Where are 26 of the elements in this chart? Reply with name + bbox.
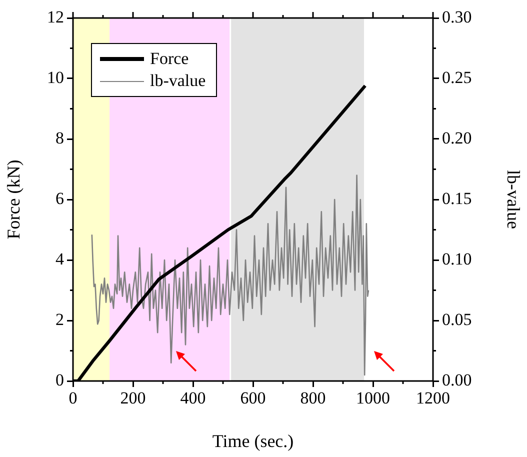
y2-tick-label: 0.30 [442, 7, 472, 26]
x-tick-label: 0 [68, 388, 78, 408]
y2-tick-label: 0.10 [442, 249, 472, 268]
y2-tick-label: 0.25 [442, 68, 472, 87]
y-tick-label: 4 [56, 249, 64, 268]
y-tick-label: 8 [56, 128, 64, 148]
y-axis-title: Force (kN) [4, 160, 24, 240]
legend-label: Force [150, 48, 189, 70]
x-tick-label: 1200 [416, 388, 450, 408]
y-tick-label: 2 [56, 310, 64, 329]
y2-tick-label: 0.20 [442, 128, 472, 148]
y2-tick-label: 0.05 [442, 310, 472, 329]
legend-label: lb-value [150, 70, 206, 92]
x-tick-label: 200 [120, 388, 146, 408]
y-tick-label: 10 [47, 68, 64, 87]
y2-axis-title: lb-value [503, 170, 524, 229]
y-tick-label: 12 [47, 7, 64, 26]
y2-tick-label: 0.15 [442, 188, 472, 208]
x-tick-label: 600 [240, 388, 266, 408]
x-axis-title: Time (sec.) [212, 430, 294, 451]
y-tick-label: 0 [56, 370, 64, 390]
x-tick-label: 800 [300, 388, 326, 408]
y-tick-label: 6 [56, 188, 64, 208]
x-tick-label: 400 [180, 388, 206, 408]
x-tick-label: 1000 [356, 388, 390, 408]
y2-tick-label: 0.00 [442, 370, 472, 390]
